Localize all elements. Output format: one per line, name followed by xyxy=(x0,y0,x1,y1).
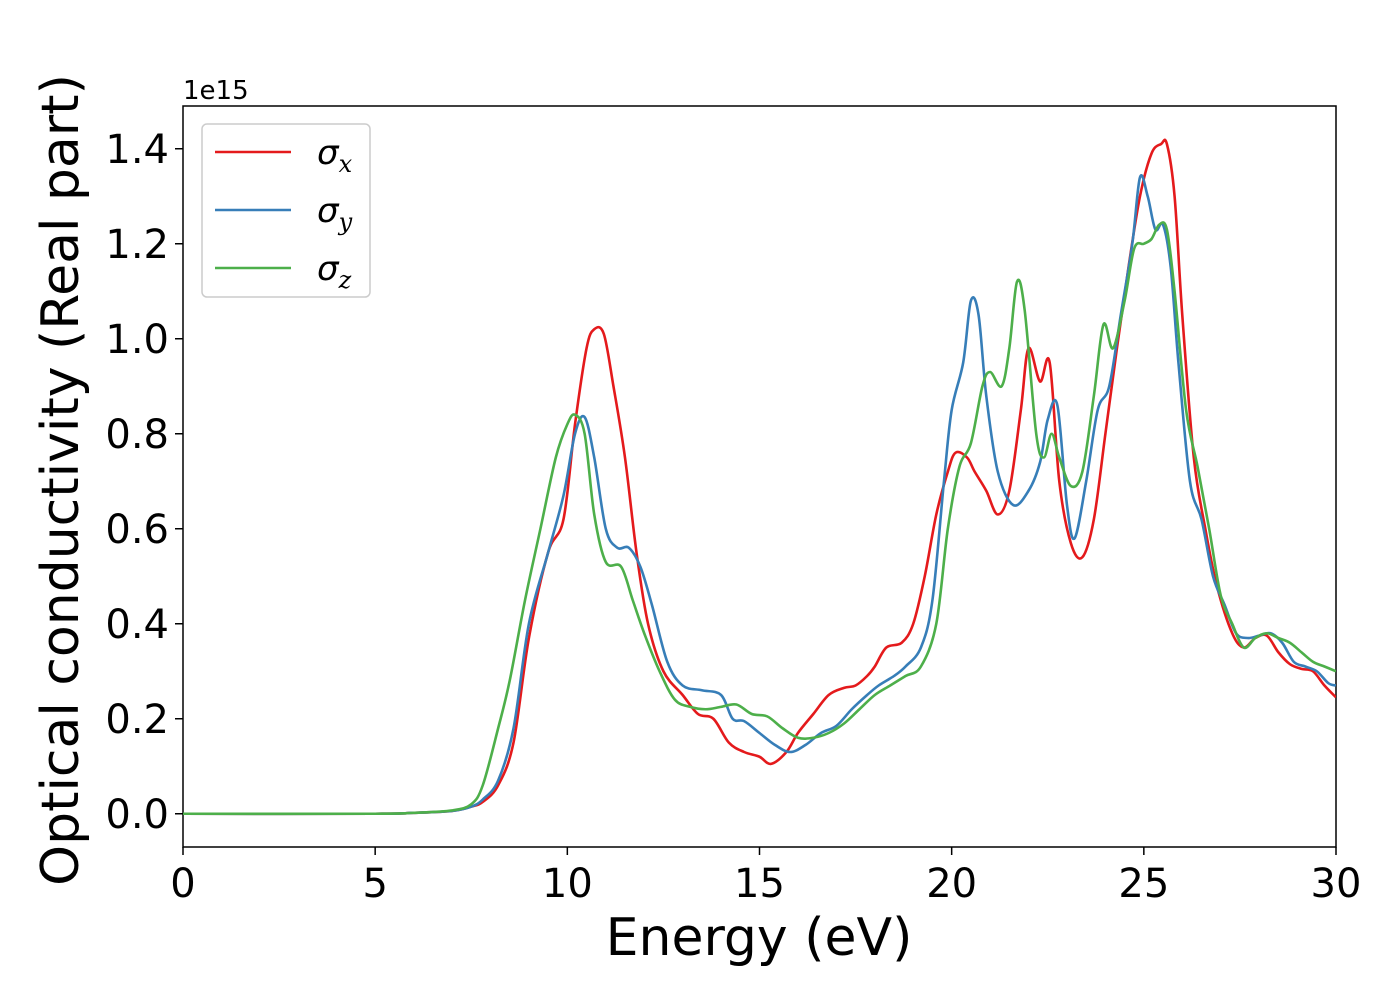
x-axis: 0 5 10 15 20 25 30 xyxy=(170,847,1361,907)
y-tick-label: 0.8 xyxy=(105,412,169,458)
x-tick-label: 25 xyxy=(1118,861,1169,907)
legend-label-x: σx xyxy=(317,133,353,178)
plot-area xyxy=(182,105,1337,848)
x-tick-label: 15 xyxy=(734,861,785,907)
x-axis-title: Energy (eV) xyxy=(606,908,913,968)
y-tick-label: 0.4 xyxy=(105,602,169,648)
legend: σx σy σz xyxy=(201,123,371,298)
y-tick-label: 0.6 xyxy=(105,507,169,553)
legend-label-z: σz xyxy=(317,249,352,294)
series-line-x xyxy=(183,138,1336,816)
x-tick-label: 10 xyxy=(542,861,593,907)
y-tick-label: 1.2 xyxy=(105,222,169,268)
x-tick-label: 0 xyxy=(170,861,195,907)
y-tick-label: 0.2 xyxy=(105,697,169,743)
legend-label-y: σy xyxy=(317,191,353,236)
y-tick-label: 0.0 xyxy=(105,792,169,838)
series-line-z xyxy=(183,221,1336,816)
y-axis-title: Optical conductivity (Real part) xyxy=(31,74,91,886)
y-tick-label: 1.0 xyxy=(105,317,169,363)
plot-frame xyxy=(182,105,1337,848)
x-tick-label: 5 xyxy=(362,861,387,907)
x-tick-label: 30 xyxy=(1311,861,1362,907)
y-axis: 0.0 0.2 0.4 0.6 0.8 1.0 1.2 1.4 xyxy=(105,127,183,838)
x-tick-label: 20 xyxy=(926,861,977,907)
series-layer xyxy=(183,138,1336,816)
y-tick-label: 1.4 xyxy=(105,127,169,173)
series-line-y xyxy=(183,174,1336,816)
y-offset-label: 1e15 xyxy=(183,76,249,106)
